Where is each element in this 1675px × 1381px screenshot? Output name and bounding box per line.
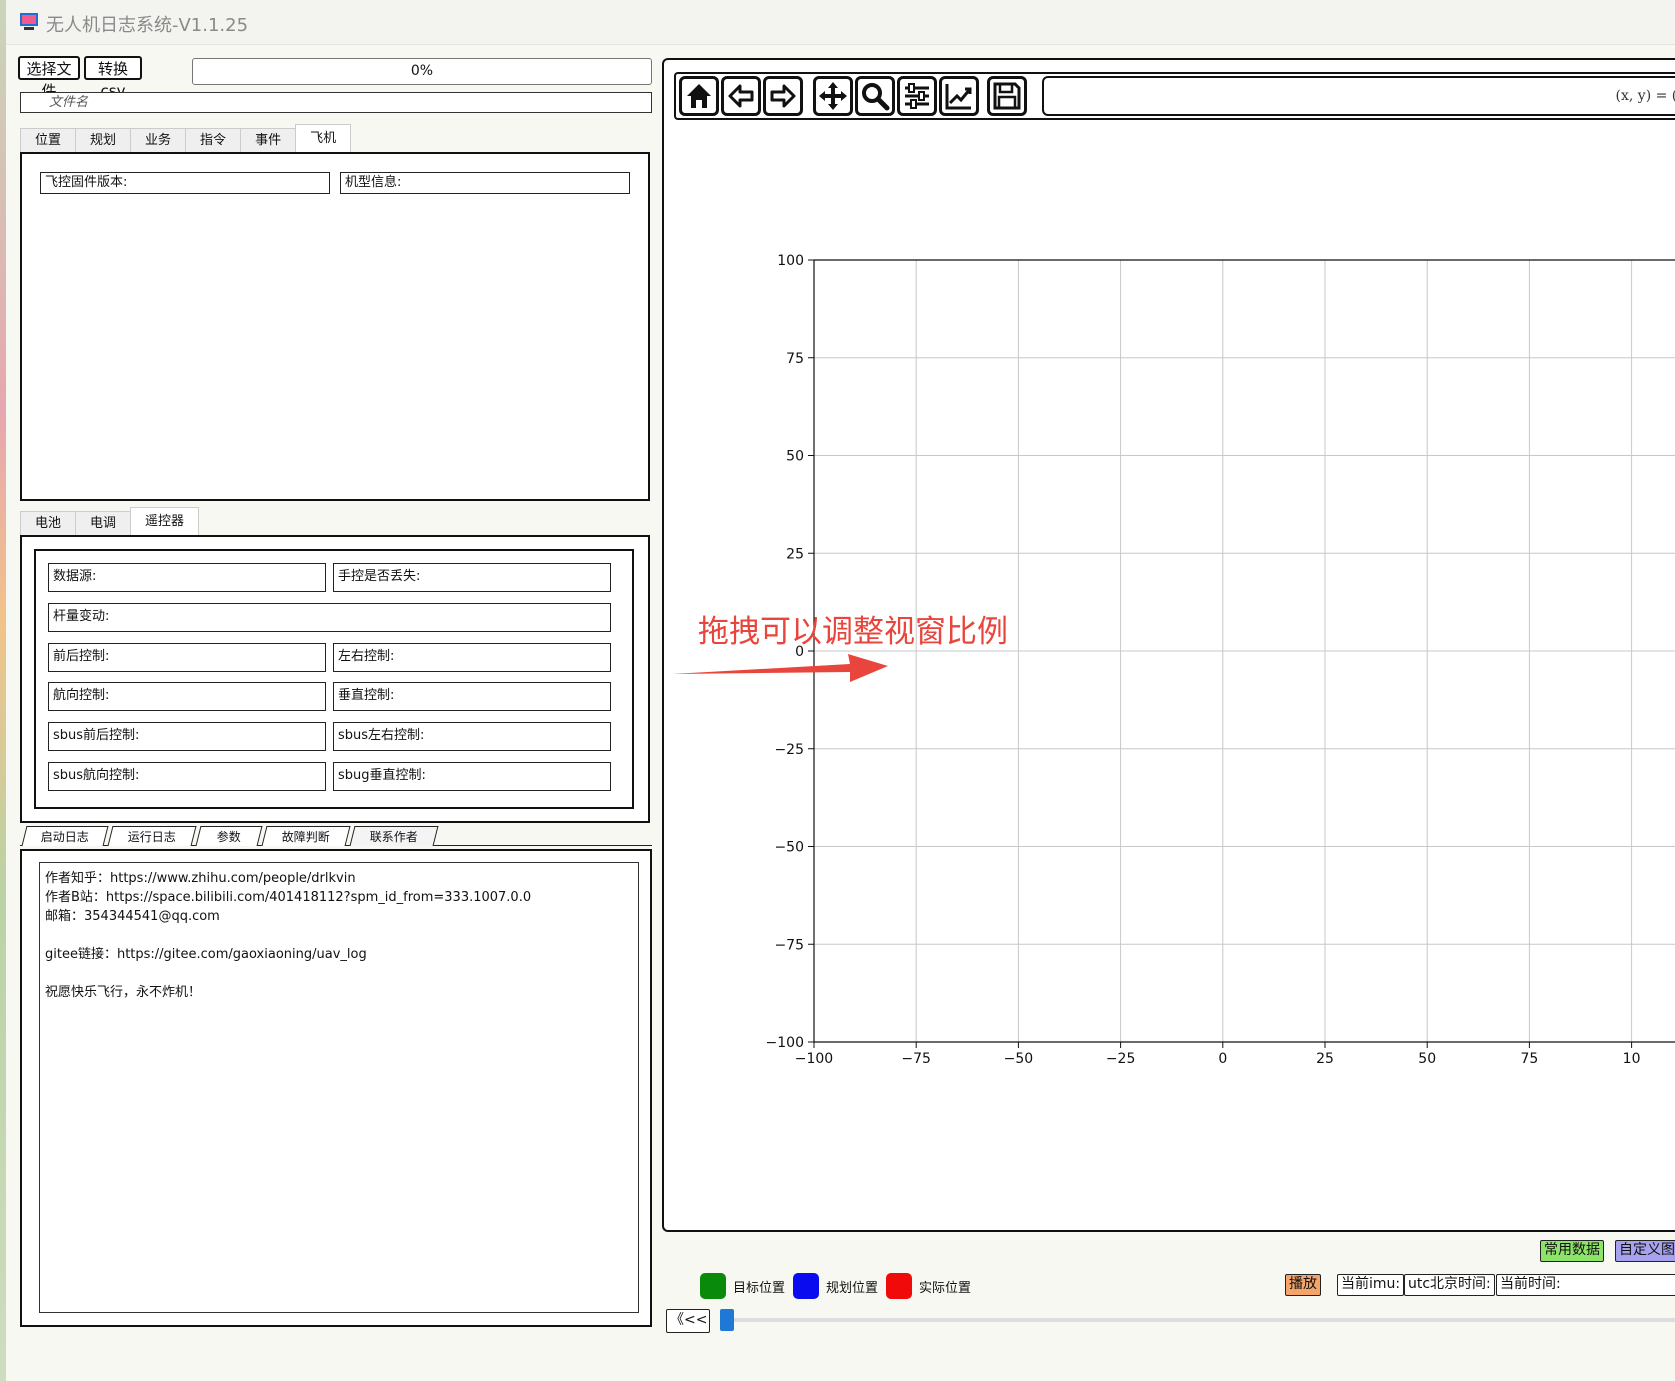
tab-position[interactable]: 位置 (20, 128, 77, 152)
x-tick-label: 0 (1218, 1051, 1227, 1067)
tab-esc[interactable]: 电调 (75, 511, 132, 535)
position-chart[interactable]: −100 −75 −50 −25 0 25 50 75 10 100 75 50 25 0 −25 −50 −7… (662, 140, 1675, 1140)
custom-chart-button[interactable]: 自定义图表 (1615, 1240, 1675, 1262)
tab-fault-diagnosis[interactable]: 故障判断 (261, 826, 351, 846)
y-tick-label: 25 (786, 546, 804, 562)
legend-planned-label: 规划位置 (826, 1281, 879, 1296)
y-tick-label: 100 (777, 253, 804, 269)
utc-beijing-time-field: utc北京时间: (1404, 1274, 1495, 1296)
log-line (45, 926, 633, 945)
sbus-vertical-field: sbug垂直控制: (333, 762, 611, 791)
log-line: 作者B站：https://space.bilibili.com/40141811… (45, 890, 532, 905)
tab-remote-controller[interactable]: 遥控器 (130, 507, 200, 535)
tab-startup-log[interactable]: 启动日志 (21, 826, 109, 846)
log-line (45, 964, 633, 983)
edit-axis-icon[interactable] (939, 76, 979, 116)
x-tick-label: 25 (1316, 1051, 1334, 1067)
playback-slider-handle[interactable] (720, 1309, 734, 1331)
window-title: 无人机日志系统-V1.1.25 (46, 15, 249, 36)
device-tabbar: 电池 电调 遥控器 (20, 507, 200, 535)
drag-hint-annotation: 拖拽可以调整视窗比例 (698, 614, 1008, 650)
rc-outer-panel: 数据源: 手控是否丢失: 杆量变动: 前后控制: 左右控制: 航向控制: 垂直控… (20, 535, 650, 823)
play-button[interactable]: 播放 (1285, 1274, 1321, 1296)
y-tick-label: 75 (786, 351, 804, 367)
drone-app-icon (20, 13, 38, 30)
convert-csv-button[interactable]: 转换csv (84, 56, 142, 100)
save-disk-icon[interactable] (987, 76, 1027, 116)
x-tick-label: 75 (1520, 1051, 1538, 1067)
home-icon[interactable] (679, 76, 719, 116)
plot-frame (662, 58, 1675, 1232)
log-line: 作者知乎：https://www.zhihu.com/people/drlkvi… (45, 871, 356, 886)
log-line: 邮箱：354344541@qq.com (45, 909, 220, 924)
rc-inner-panel: 数据源: 手控是否丢失: 杆量变动: 前后控制: 左右控制: 航向控制: 垂直控… (34, 549, 634, 809)
forward-arrow-icon[interactable] (763, 76, 803, 116)
legend-target-label: 目标位置 (733, 1281, 786, 1296)
sbus-yaw-field: sbus航向控制: (48, 762, 326, 791)
tab-planning[interactable]: 规划 (75, 128, 132, 152)
rc-lost-field: 手控是否丢失: (333, 563, 611, 592)
tab-business[interactable]: 业务 (130, 128, 187, 152)
x-tick-label: 10 (1623, 1051, 1641, 1067)
x-tick-label: −25 (1106, 1051, 1136, 1067)
fb-control-field: 前后控制: (48, 643, 326, 672)
y-tick-label: −25 (774, 742, 804, 758)
firmware-version-field: 飞控固件版本: (40, 172, 330, 194)
legend-target-swatch (700, 1273, 726, 1299)
current-imu-field: 当前imu: (1337, 1274, 1405, 1296)
aircraft-panel: 飞控固件版本: 机型信息: (20, 152, 650, 501)
current-time-field: 当前时间: (1496, 1274, 1675, 1296)
tab-params[interactable]: 参数 (195, 826, 263, 846)
tab-battery[interactable]: 电池 (20, 511, 77, 535)
yaw-control-field: 航向控制: (48, 682, 326, 711)
progress-bar: 0% (192, 58, 652, 85)
coordinate-text: (x, y) = (- (1615, 88, 1675, 104)
legend-actual-label: 实际位置 (919, 1281, 972, 1296)
tab-command[interactable]: 指令 (185, 128, 242, 152)
x-tick-label: 50 (1418, 1051, 1436, 1067)
x-tick-label: −75 (901, 1051, 931, 1067)
tab-runtime-log[interactable]: 运行日志 (107, 826, 197, 846)
title-bar: 无人机日志系统-V1.1.25 (6, 0, 1675, 45)
zoom-magnifier-icon[interactable] (855, 76, 895, 116)
sbus-lr-field: sbus左右控制: (333, 722, 611, 751)
rewind-button[interactable]: 《<< (666, 1309, 710, 1333)
pan-move-icon[interactable] (813, 76, 853, 116)
back-arrow-icon[interactable] (721, 76, 761, 116)
model-info-field: 机型信息: (340, 172, 630, 194)
y-tick-label: 50 (786, 449, 804, 465)
log-line: 祝愿快乐飞行，永不炸机！ (45, 985, 202, 1000)
common-data-button[interactable]: 常用数据 (1540, 1240, 1604, 1262)
info-tabbar: 位置 规划 业务 指令 事件 飞机 (20, 124, 352, 152)
playback-slider-track[interactable] (720, 1318, 1675, 1322)
rc-source-field: 数据源: (48, 563, 326, 592)
tab-contact-author[interactable]: 联系作者 (349, 826, 439, 846)
tab-aircraft[interactable]: 飞机 (295, 124, 352, 152)
log-line: gitee链接：https://gitee.com/gaoxiaoning/ua… (45, 947, 367, 962)
select-file-button[interactable]: 选择文件 (18, 56, 80, 100)
configure-subplots-icon[interactable] (897, 76, 937, 116)
x-tick-label: −50 (1004, 1051, 1034, 1067)
contact-log-text[interactable]: 作者知乎：https://www.zhihu.com/people/drlkvi… (39, 862, 639, 1313)
y-tick-label: −75 (774, 937, 804, 953)
y-tick-label: −100 (766, 1035, 804, 1051)
sbus-fb-field: sbus前后控制: (48, 722, 326, 751)
legend-planned-swatch (793, 1273, 819, 1299)
stick-change-field: 杆量变动: (48, 603, 611, 632)
y-tick-label: 0 (795, 644, 804, 660)
tab-event[interactable]: 事件 (240, 128, 297, 152)
coordinate-readout: (x, y) = (- (1042, 76, 1675, 116)
y-tick-label: −50 (774, 840, 804, 856)
x-tick-label: −100 (795, 1051, 833, 1067)
vertical-control-field: 垂直控制: (333, 682, 611, 711)
lr-control-field: 左右控制: (333, 643, 611, 672)
file-name-input[interactable]: 文件名 (20, 92, 652, 113)
app-window: 无人机日志系统-V1.1.25 选择文件 转换csv 0% 文件名 位置 规划 … (6, 0, 1675, 1381)
desktop-edge (0, 0, 6, 1381)
legend-actual-swatch (886, 1273, 912, 1299)
drag-hint-arrow-icon (672, 654, 888, 682)
